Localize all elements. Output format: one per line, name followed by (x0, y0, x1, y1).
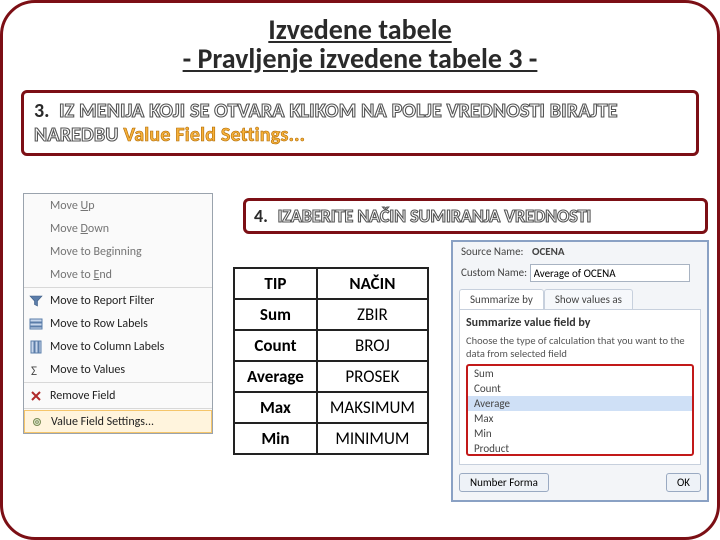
table-cell-nacin: MAKSIMUM (317, 392, 428, 423)
menu-item[interactable]: Σ Move to Values (24, 358, 212, 381)
sigma-icon: Σ (28, 362, 44, 378)
summarize-section: Summarize value field by Choose the type… (459, 310, 701, 465)
listbox-option[interactable]: Count (468, 381, 692, 396)
funnel-icon (28, 293, 44, 309)
source-name-value: OCENA (532, 245, 565, 258)
menu-item: Move to Beginning (24, 240, 212, 263)
value-field-settings-dialog: Source Name: OCENA Custom Name: Summariz… (451, 240, 709, 502)
step-3-highlight: Value Field Settings... (123, 123, 305, 147)
menu-item-label: Move to Row Labels (50, 317, 148, 331)
type-translation-table: TIPNAČINSumZBIRCountBROJAveragePROSEKMax… (233, 267, 429, 455)
menu-item[interactable]: Value Field Settings... (24, 410, 212, 433)
source-name-label: Source Name: (461, 245, 524, 258)
table-cell-tip: Count (234, 330, 317, 361)
menu-item-label: Move to Values (50, 363, 125, 377)
table-row: MinMINIMUM (234, 423, 428, 454)
context-menu: Move Up Move Down Move to Beginning Move to… (23, 193, 213, 434)
table-cell-tip: Max (234, 392, 317, 423)
summarize-title: Summarize value field by (466, 316, 694, 330)
number-format-button[interactable]: Number Forma (459, 473, 549, 492)
table-cell-nacin: MINIMUM (317, 423, 428, 454)
menu-item: Move to End (24, 263, 212, 286)
slide-frame: Izvedene tabele - Pravljenje izvedene ta… (0, 0, 720, 540)
dialog-tabs: Summarize by Show values as (459, 289, 701, 310)
step-4-text: IZABERITE NAČIN SUMIRANJA VREDNOSTI (278, 205, 592, 227)
slide-title: Izvedene tabele - Pravljenje izvedene ta… (3, 15, 717, 74)
table-header: NAČIN (317, 268, 428, 299)
summarize-help: Choose the type of calculation that you … (466, 334, 694, 360)
step-3-text: IZ MENIJA KOJI SE OTVARA KLIKOM NA POLJE… (34, 99, 618, 147)
custom-name-input[interactable] (530, 264, 690, 282)
gear-icon (29, 414, 45, 430)
menu-item-label: Move to End (50, 268, 112, 282)
table-cell-nacin: PROSEK (317, 361, 428, 392)
table-cell-tip: Sum (234, 299, 317, 330)
menu-separator (24, 287, 212, 288)
title-line1: Izvedene tabele (3, 15, 717, 44)
table-cell-tip: Min (234, 423, 317, 454)
menu-item[interactable]: Move to Column Labels (24, 335, 212, 358)
blank-icon (28, 221, 44, 237)
summarize-listbox[interactable]: SumCountAverageMaxMinProduct (466, 364, 694, 456)
step-3-box: 3. IZ MENIJA KOJI SE OTVARA KLIKOM NA PO… (21, 90, 699, 156)
listbox-option[interactable]: Sum (468, 366, 692, 381)
blank-icon (28, 267, 44, 283)
menu-item-label: Move to Beginning (50, 245, 142, 259)
step-4-number: 4. (254, 205, 268, 227)
table-cell-nacin: ZBIR (317, 299, 428, 330)
table-header: TIP (234, 268, 317, 299)
tab-show-values-as[interactable]: Show values as (544, 289, 633, 309)
menu-item-label: Move Up (50, 199, 95, 213)
custom-name-label: Custom Name: (461, 266, 527, 279)
tab-summarize-by[interactable]: Summarize by (459, 289, 544, 309)
listbox-option[interactable]: Average (468, 396, 692, 411)
blank-icon (28, 198, 44, 214)
cols-icon (28, 339, 44, 355)
listbox-option[interactable]: Max (468, 411, 692, 426)
menu-separator (24, 408, 212, 409)
table-row: CountBROJ (234, 330, 428, 361)
menu-item-label: Remove Field (50, 389, 115, 403)
title-line2: - Pravljenje izvedene tabele 3 - (3, 44, 717, 73)
menu-item: Move Down (24, 217, 212, 240)
menu-item-label: Move Down (50, 222, 109, 236)
ok-button[interactable]: OK (666, 473, 701, 492)
menu-item[interactable]: Remove Field (24, 384, 212, 407)
menu-item[interactable]: Move to Report Filter (24, 289, 212, 312)
rows-icon (28, 316, 44, 332)
menu-separator (24, 382, 212, 383)
table-cell-nacin: BROJ (317, 330, 428, 361)
blank-icon (28, 244, 44, 260)
svg-text:Σ: Σ (31, 364, 37, 377)
listbox-option[interactable]: Product (468, 441, 692, 456)
table-cell-tip: Average (234, 361, 317, 392)
step-3-number: 3. (34, 99, 49, 123)
step-4-box: 4. IZABERITE NAČIN SUMIRANJA VREDNOSTI (243, 198, 708, 234)
menu-item-label: Value Field Settings... (51, 415, 154, 429)
menu-item-label: Move to Column Labels (50, 340, 164, 354)
menu-item: Move Up (24, 194, 212, 217)
table-row: MaxMAKSIMUM (234, 392, 428, 423)
menu-item[interactable]: Move to Row Labels (24, 312, 212, 335)
x-icon (28, 388, 44, 404)
listbox-option[interactable]: Min (468, 426, 692, 441)
table-row: SumZBIR (234, 299, 428, 330)
menu-item-label: Move to Report Filter (50, 294, 154, 308)
table-row: AveragePROSEK (234, 361, 428, 392)
